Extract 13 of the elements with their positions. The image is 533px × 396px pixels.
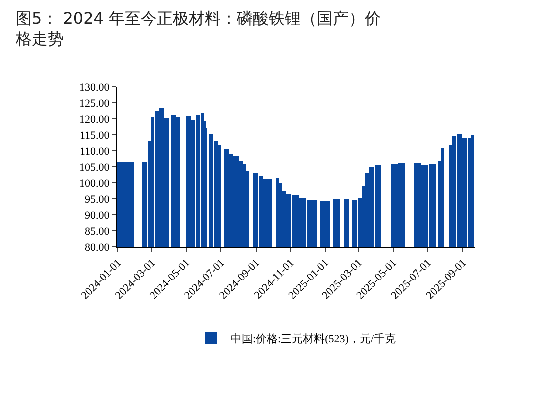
y-tick-label: 125.00: [80, 98, 110, 110]
y-tick-label: 80.00: [85, 242, 110, 254]
y-tick-label: 110.00: [80, 146, 110, 158]
y-tick-label: 95.00: [85, 194, 110, 206]
y-tick-label: 100.00: [80, 178, 110, 190]
legend-label: 中国:价格:三元材料(523)，元/千克: [231, 332, 396, 346]
chart-title: 图5： 2024 年至今正极材料：磷酸铁锂（国产）价格走势: [14, 8, 382, 49]
y-tick-label: 90.00: [85, 210, 110, 222]
y-tick-label: 130.00: [80, 82, 110, 94]
y-tick-label: 115.00: [80, 130, 110, 142]
y-tick-label: 120.00: [80, 114, 110, 126]
y-tick-label: 85.00: [85, 226, 110, 238]
y-tick-label: 105.00: [80, 162, 110, 174]
